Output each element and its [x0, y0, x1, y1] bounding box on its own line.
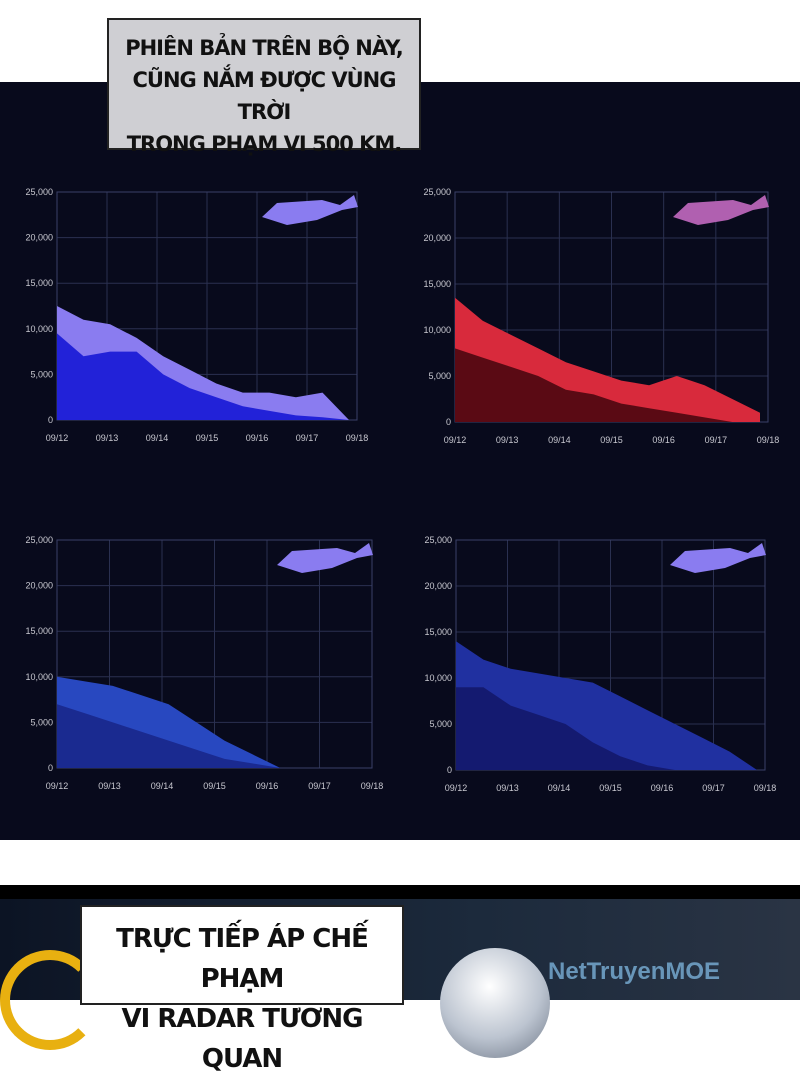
- x-tick-label: 09/12: [444, 435, 467, 445]
- x-tick-label: 09/17: [702, 783, 725, 793]
- y-tick-label: 10,000: [424, 673, 452, 683]
- y-tick-label: 20,000: [25, 233, 53, 243]
- x-tick-label: 09/18: [757, 435, 780, 445]
- x-tick-label: 09/15: [203, 781, 226, 791]
- y-tick-label: 15,000: [424, 627, 452, 637]
- y-tick-label: 5,000: [30, 717, 53, 727]
- x-tick-label: 09/13: [98, 781, 121, 791]
- chart-2: 0 5,000 10,000 15,000 20,000 25,000 09/12 09/13…: [423, 187, 779, 445]
- x-tick-label: 09/15: [600, 435, 623, 445]
- x-tick-label: 09/18: [346, 433, 369, 443]
- area-series: [57, 704, 364, 768]
- y-tick-label: 25,000: [424, 535, 452, 545]
- x-tick-label: 09/16: [652, 435, 675, 445]
- x-tick-label: 09/17: [296, 433, 319, 443]
- y-tick-label: 10,000: [25, 324, 53, 334]
- y-tick-label: 15,000: [25, 626, 53, 636]
- caption-bottom: TRỰC TIẾP ÁP CHẾ PHẠM VI RADAR TƯƠNG QUA…: [80, 905, 404, 1074]
- caption-top: PHIÊN BẢN TRÊN BỘ NÀY, CŨNG NẮM ĐƯỢC VÙN…: [107, 18, 421, 156]
- x-tick-label: 09/12: [46, 433, 69, 443]
- aircraft-icon: [277, 543, 373, 573]
- x-tick-label: 09/18: [754, 783, 777, 793]
- x-tick-label: 09/13: [96, 433, 119, 443]
- x-tick-label: 09/13: [496, 435, 519, 445]
- y-tick-label: 10,000: [25, 672, 53, 682]
- y-tick-label: 5,000: [429, 719, 452, 729]
- caption-line: CŨNG NẮM ĐƯỢC VÙNG TRỜI: [132, 68, 397, 124]
- x-tick-label: 09/12: [445, 783, 468, 793]
- caption-line: VI RADAR TƯƠNG QUAN: [121, 1004, 363, 1074]
- area-series: [455, 348, 760, 422]
- y-tick-label: 5,000: [30, 369, 53, 379]
- x-tick-label: 09/17: [705, 435, 728, 445]
- x-tick-label: 09/14: [146, 433, 169, 443]
- x-tick-label: 09/13: [496, 783, 519, 793]
- aircraft-icon: [673, 195, 769, 225]
- x-tick-label: 09/16: [256, 781, 279, 791]
- caption-line: PHIÊN BẢN TRÊN BỘ NÀY,: [125, 36, 404, 60]
- y-tick-label: 25,000: [423, 187, 451, 197]
- x-tick-label: 09/15: [599, 783, 622, 793]
- x-tick-label: 09/14: [548, 435, 571, 445]
- x-tick-label: 09/14: [151, 781, 174, 791]
- y-tick-label: 10,000: [423, 325, 451, 335]
- aircraft-icon: [262, 195, 358, 225]
- y-tick-label: 15,000: [25, 278, 53, 288]
- y-tick-label: 20,000: [424, 581, 452, 591]
- x-tick-label: 09/17: [308, 781, 331, 791]
- watermark: NetTruyenMOE: [548, 958, 721, 985]
- aircraft-icon: [670, 543, 766, 573]
- area-series: [456, 687, 757, 770]
- area-series: [57, 333, 349, 420]
- caption-line: TRONG PHẠM VI 500 KM.: [126, 132, 403, 156]
- caption-line: TRỰC TIẾP ÁP CHẾ PHẠM: [116, 924, 369, 994]
- y-tick-label: 25,000: [25, 187, 53, 197]
- chart-4: 0 5,000 10,000 15,000 20,000 25,000 09/12 09/13…: [424, 535, 776, 793]
- y-tick-label: 15,000: [423, 279, 451, 289]
- y-tick-label: 20,000: [25, 581, 53, 591]
- y-tick-label: 20,000: [423, 233, 451, 243]
- y-tick-label: 0: [446, 417, 451, 427]
- y-tick-label: 5,000: [428, 371, 451, 381]
- y-tick-label: 0: [48, 415, 53, 425]
- y-tick-label: 25,000: [25, 535, 53, 545]
- x-tick-label: 09/15: [196, 433, 219, 443]
- x-tick-label: 09/16: [246, 433, 269, 443]
- chart-3: 0 5,000 10,000 15,000 20,000 25,000 09/12 09/13…: [25, 535, 383, 791]
- x-tick-label: 09/18: [361, 781, 384, 791]
- radar-globe: [440, 948, 550, 1058]
- x-tick-label: 09/16: [651, 783, 674, 793]
- y-tick-label: 0: [447, 765, 452, 775]
- x-tick-label: 09/12: [46, 781, 69, 791]
- x-tick-label: 09/14: [548, 783, 571, 793]
- y-tick-label: 0: [48, 763, 53, 773]
- chart-1: 0 5,000 10,000 15,000 20,000 25,000 09/12 09/13…: [25, 187, 368, 443]
- charts-svg: 0 5,000 10,000 15,000 20,000 25,000 09/12 09/13…: [25, 187, 779, 793]
